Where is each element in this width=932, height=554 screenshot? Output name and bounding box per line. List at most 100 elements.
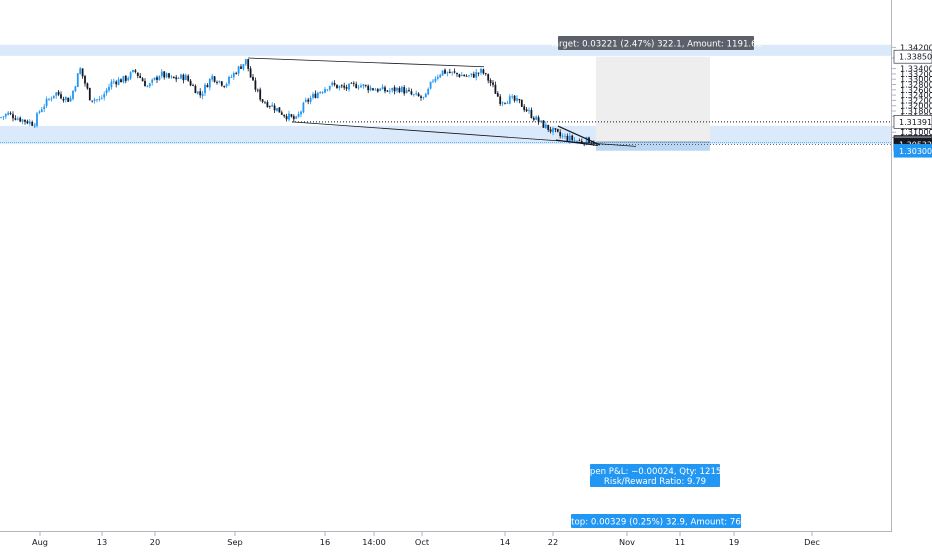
candle[interactable] (139, 75, 142, 78)
candle[interactable] (328, 85, 331, 90)
candle[interactable] (345, 87, 348, 89)
candle[interactable] (256, 89, 259, 91)
candle[interactable] (357, 87, 360, 89)
candle[interactable] (468, 75, 470, 77)
candle[interactable] (196, 91, 199, 94)
candle[interactable] (115, 81, 118, 85)
candle[interactable] (333, 83, 336, 85)
candle[interactable] (74, 86, 77, 92)
candle[interactable] (31, 121, 34, 126)
candle[interactable] (376, 89, 379, 92)
candle[interactable] (448, 71, 451, 74)
candle[interactable] (432, 80, 434, 82)
candle[interactable] (537, 117, 540, 123)
candle[interactable] (314, 93, 317, 98)
candle[interactable] (456, 72, 458, 75)
candle[interactable] (64, 96, 67, 100)
stop-box[interactable] (596, 142, 710, 151)
candle[interactable] (309, 98, 312, 102)
candle[interactable] (124, 75, 127, 81)
candle[interactable] (38, 111, 41, 113)
candle[interactable] (340, 85, 343, 87)
candle[interactable] (369, 87, 372, 91)
candle[interactable] (439, 74, 442, 78)
candle[interactable] (232, 73, 235, 78)
candle[interactable] (316, 92, 319, 99)
candle[interactable] (134, 70, 137, 72)
candle[interactable] (338, 85, 341, 88)
candle[interactable] (364, 85, 367, 86)
candle[interactable] (496, 93, 499, 97)
candle[interactable] (7, 112, 10, 115)
candle[interactable] (160, 71, 163, 77)
candle[interactable] (259, 89, 262, 100)
candle[interactable] (93, 99, 96, 101)
candle[interactable] (9, 113, 12, 114)
candle[interactable] (163, 71, 166, 78)
candle[interactable] (117, 79, 120, 85)
candle[interactable] (427, 88, 430, 95)
candle[interactable] (60, 94, 62, 99)
candle[interactable] (84, 75, 86, 84)
candle[interactable] (247, 59, 250, 69)
candle[interactable] (556, 129, 559, 132)
candle[interactable] (295, 116, 298, 119)
candle[interactable] (321, 92, 324, 93)
candle[interactable] (511, 96, 514, 98)
candle[interactable] (297, 114, 300, 117)
candle[interactable] (508, 96, 511, 104)
candle[interactable] (484, 73, 487, 75)
candle[interactable] (530, 109, 533, 118)
candle[interactable] (561, 135, 564, 137)
candle[interactable] (396, 87, 398, 91)
candle[interactable] (355, 84, 358, 89)
candle[interactable] (192, 85, 194, 86)
candle[interactable] (540, 120, 542, 122)
candle[interactable] (422, 96, 425, 98)
candle[interactable] (189, 80, 192, 86)
candle[interactable] (26, 121, 29, 124)
candle[interactable] (472, 73, 475, 78)
candle[interactable] (16, 118, 19, 120)
candle[interactable] (172, 76, 175, 79)
candle[interactable] (446, 72, 449, 74)
candle[interactable] (24, 119, 26, 122)
candle[interactable] (55, 92, 58, 96)
candle[interactable] (228, 76, 230, 84)
lower-trendline[interactable] (291, 121, 637, 147)
candle[interactable] (252, 76, 254, 81)
candle[interactable] (343, 85, 346, 88)
candle[interactable] (0, 117, 2, 118)
candle[interactable] (578, 140, 581, 142)
candle[interactable] (460, 75, 463, 77)
candle[interactable] (331, 82, 334, 86)
candle[interactable] (254, 80, 257, 90)
candle[interactable] (324, 89, 326, 93)
candle[interactable] (405, 90, 408, 94)
candle[interactable] (182, 74, 185, 81)
candle[interactable] (506, 103, 509, 104)
candle[interactable] (547, 124, 550, 130)
candle[interactable] (120, 79, 122, 83)
candle[interactable] (372, 88, 374, 91)
candle[interactable] (151, 79, 154, 83)
candle[interactable] (465, 75, 468, 77)
candle[interactable] (580, 141, 583, 143)
candle[interactable] (230, 77, 233, 78)
candle[interactable] (523, 106, 526, 110)
target-box[interactable] (596, 56, 710, 143)
candle[interactable] (374, 89, 377, 91)
wedge-upper-line[interactable] (557, 125, 601, 146)
candle[interactable] (170, 76, 173, 78)
candle[interactable] (72, 90, 74, 99)
candle[interactable] (52, 95, 55, 98)
candle[interactable] (96, 99, 98, 101)
candle[interactable] (156, 77, 158, 80)
candle[interactable] (482, 69, 485, 74)
candle[interactable] (76, 73, 79, 88)
candle[interactable] (362, 84, 365, 87)
candle[interactable] (568, 135, 571, 142)
candle[interactable] (400, 86, 403, 93)
candle[interactable] (542, 120, 545, 128)
candle[interactable] (2, 116, 5, 118)
